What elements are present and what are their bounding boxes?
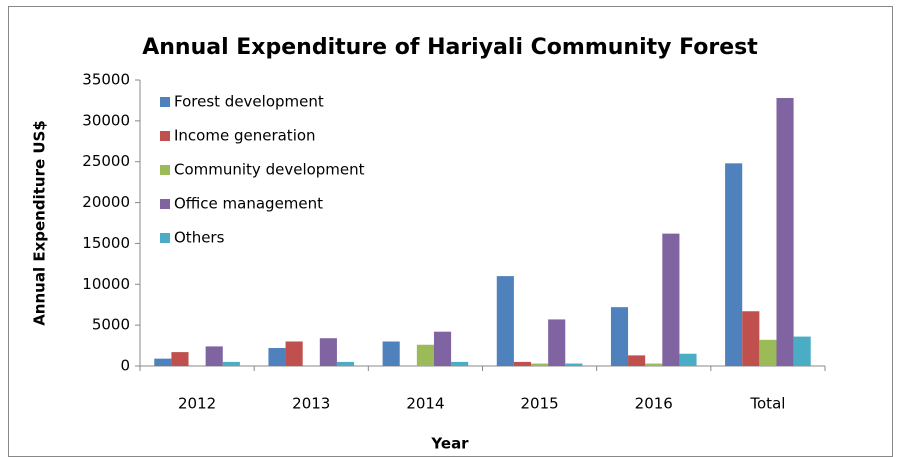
y-tick-label: 25000 — [82, 152, 130, 170]
bar — [222, 361, 240, 366]
y-axis-title: Annual Expenditure US$ — [31, 120, 49, 326]
x-tick-label: Total — [749, 395, 785, 413]
y-tick-label: 10000 — [82, 275, 130, 293]
bar — [793, 336, 811, 366]
bar — [742, 311, 760, 366]
bar — [171, 352, 189, 366]
bar — [433, 331, 452, 366]
x-tick-label: 2014 — [406, 395, 444, 413]
y-tick-label: 35000 — [82, 71, 130, 89]
bar — [548, 319, 566, 366]
y-tick-label: 5000 — [92, 316, 130, 334]
bar — [610, 307, 629, 366]
bar — [759, 339, 777, 366]
bar — [679, 353, 697, 366]
x-tick-label: 2012 — [178, 395, 216, 413]
bar — [513, 361, 532, 366]
legend-swatch — [160, 233, 170, 243]
y-tick-label: 15000 — [82, 234, 130, 252]
chart-border — [8, 6, 893, 457]
bar — [662, 233, 680, 366]
legend-swatch — [160, 97, 170, 107]
x-tick-label: 2016 — [635, 395, 673, 413]
bar — [776, 97, 794, 366]
bar — [285, 341, 303, 366]
y-tick-label: 0 — [120, 357, 130, 375]
bar — [154, 358, 172, 366]
chart-title: Annual Expenditure of Hariyali Community… — [142, 35, 758, 60]
bar — [628, 355, 646, 366]
bar — [725, 163, 743, 366]
bar — [205, 346, 223, 366]
bar — [382, 341, 400, 366]
legend-swatch — [160, 131, 170, 141]
legend-swatch — [160, 199, 170, 209]
bar — [451, 361, 469, 366]
legend-label: Others — [174, 229, 225, 247]
bar — [319, 338, 337, 366]
legend-label: Forest development — [174, 93, 324, 111]
legend-label: Income generation — [174, 127, 316, 145]
y-tick-label: 20000 — [82, 193, 130, 211]
x-axis-title: Year — [430, 435, 469, 453]
legend-label: Office management — [174, 195, 323, 213]
x-tick-label: 2015 — [520, 395, 558, 413]
bar — [496, 276, 514, 366]
legend-label: Community development — [174, 161, 365, 179]
y-tick-label: 30000 — [82, 111, 130, 129]
bar — [645, 363, 663, 366]
legend-swatch — [160, 165, 170, 175]
bar — [336, 361, 355, 366]
bar — [531, 363, 549, 366]
bar — [565, 363, 583, 366]
x-tick-label: 2013 — [292, 395, 330, 413]
bar — [268, 348, 286, 366]
bar — [416, 344, 434, 366]
